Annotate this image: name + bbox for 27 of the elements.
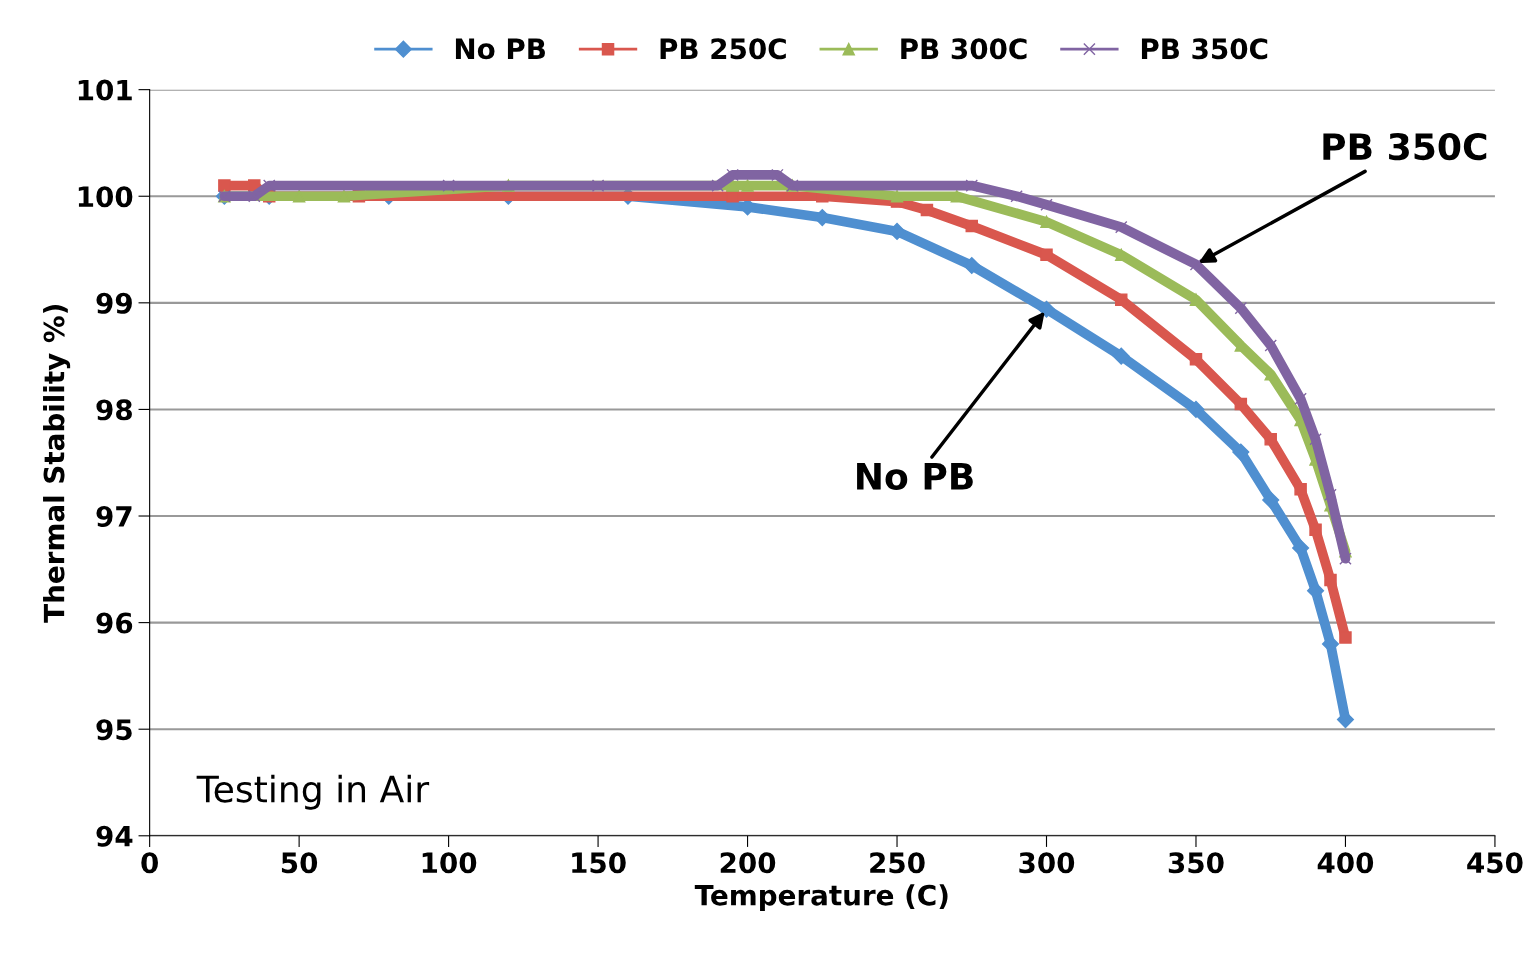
- x-tick-label: 350: [1168, 852, 1224, 874]
- y-tick-label: 100: [78, 186, 133, 208]
- x-tick-label: 400: [1317, 852, 1374, 874]
- x-tick-label: 100: [422, 852, 477, 874]
- x-tick-label: 450: [1467, 852, 1523, 874]
- x-tick-label: 300: [1019, 852, 1075, 874]
- y-tick-label: 97: [96, 505, 132, 527]
- y-tick-label: 96: [96, 612, 133, 634]
- annotation: PB 350C: [1323, 132, 1487, 161]
- y-tick-label: 101: [78, 79, 132, 101]
- annotation: Testing in Air: [196, 774, 430, 810]
- y-tick-label: 99: [96, 292, 132, 314]
- legend-label: PB 250C: [660, 38, 786, 60]
- x-axis-title: Temperature (C): [694, 884, 948, 912]
- y-tick-label: 98: [96, 399, 132, 421]
- y-axis-title: Thermal Stability %): [43, 305, 71, 623]
- x-tick-label: 150: [572, 852, 626, 874]
- annotation: No PB: [857, 463, 973, 490]
- x-tick-label: 0: [141, 852, 158, 874]
- x-tick-label: 200: [720, 852, 776, 874]
- y-tick-label: 94: [96, 825, 133, 847]
- y-tick-label: 95: [96, 719, 132, 741]
- legend-label: PB 300C: [901, 38, 1027, 60]
- legend-label: No PB: [455, 38, 545, 60]
- x-tick-label: 250: [870, 852, 925, 874]
- x-tick-label: 50: [281, 852, 318, 874]
- legend-label: PB 350C: [1141, 38, 1268, 60]
